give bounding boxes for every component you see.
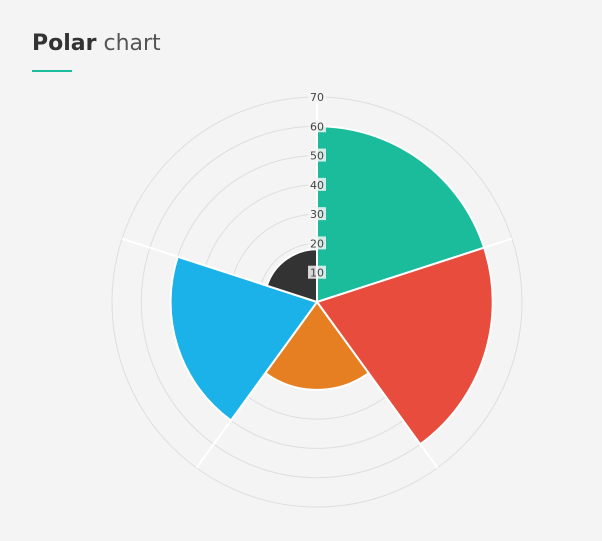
page-title: Polar chart: [32, 29, 161, 59]
tick-label-bg: [308, 236, 326, 250]
polar-slice-1[interactable]: [316, 125, 486, 303]
tick-label-10: 10: [310, 267, 324, 280]
polar-slice-2[interactable]: [316, 246, 494, 446]
title-underline: [32, 70, 72, 72]
tick-label-60: 60: [310, 120, 324, 133]
tick-label-group-70: 70: [308, 90, 326, 104]
tick-label-bg: [308, 90, 326, 103]
tick-label-group-60: 60: [308, 119, 326, 133]
tick-label-bg: [308, 119, 326, 133]
polar-slice-5[interactable]: [265, 248, 318, 303]
tick-label-group-40: 40: [308, 177, 326, 192]
tick-label-40: 40: [310, 179, 324, 192]
tick-label-70: 70: [310, 91, 324, 104]
tick-label-bg: [308, 207, 326, 221]
polar-slice-3[interactable]: [264, 301, 370, 391]
tick-label-group-30: 30: [308, 207, 326, 221]
tick-label-bg: [308, 148, 326, 162]
title-strong: Polar: [32, 31, 97, 56]
tick-label-20: 20: [310, 237, 324, 250]
tick-label-bg: [308, 265, 326, 279]
slice-layer: [169, 125, 494, 446]
tick-label-group-10: 10: [308, 265, 326, 280]
polar-slice-4[interactable]: [169, 255, 318, 422]
title-light: chart: [103, 31, 161, 56]
tick-label-30: 30: [310, 208, 324, 221]
tick-label-50: 50: [310, 150, 324, 163]
tick-label-group-50: 50: [308, 148, 326, 163]
tick-label-group-20: 20: [308, 236, 326, 250]
tick-label-bg: [308, 177, 326, 191]
tick-layer: 10 20 30 40 50 60 70: [308, 90, 326, 280]
